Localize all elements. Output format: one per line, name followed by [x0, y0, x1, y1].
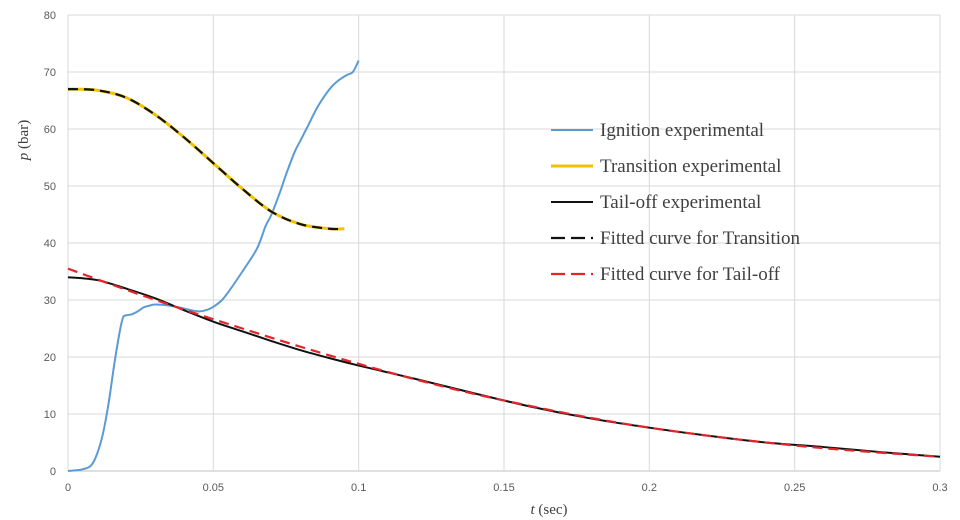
series-line-1 — [67, 60, 360, 472]
y-tick-label: 80 — [44, 10, 56, 22]
y-tick-label: 30 — [44, 295, 56, 307]
x-axis-variable: t — [530, 502, 535, 518]
legend-label-4: Fitted curve for Transition — [600, 228, 801, 249]
x-tick-label: 0 — [65, 482, 71, 494]
grid-lines — [67, 14, 941, 472]
legend-label-3: Tail-off experimental — [600, 192, 761, 213]
legend-label-1: Ignition experimental — [600, 120, 764, 141]
y-axis-label: p (bar) — [16, 120, 32, 161]
y-tick-label: 0 — [50, 466, 56, 478]
series-lines — [67, 60, 941, 472]
x-axis-label: t (sec) — [530, 502, 567, 518]
tick-labels: 0 10 20 30 40 50 60 70 80 0 0.05 0.1 0.15 0.2 0.25 0.3 — [44, 10, 948, 494]
y-tick-label: 20 — [44, 352, 56, 364]
y-tick-label: 50 — [44, 181, 56, 193]
y-axis-variable: p — [16, 152, 32, 161]
y-tick-label: 60 — [44, 124, 56, 136]
x-tick-label: 0.05 — [203, 482, 224, 494]
x-axis-unit: (sec) — [538, 502, 567, 518]
x-tick-label: 0.25 — [784, 482, 805, 494]
legend-label-5: Fitted curve for Tail-off — [600, 264, 781, 285]
y-tick-label: 40 — [44, 238, 56, 250]
x-tick-label: 0.2 — [642, 482, 657, 494]
x-tick-label: 0.3 — [932, 482, 947, 494]
y-tick-label: 10 — [44, 409, 56, 421]
x-tick-label: 0.1 — [351, 482, 366, 494]
series-line-4 — [67, 88, 345, 231]
y-axis-unit: (bar) — [16, 120, 32, 149]
legend: Ignition experimental Transition experime… — [551, 120, 801, 285]
x-tick-label: 0.15 — [493, 482, 514, 494]
legend-label-2: Transition experimental — [600, 156, 781, 177]
series-line-5 — [67, 267, 941, 458]
series-line-2 — [67, 87, 345, 231]
y-tick-label: 70 — [44, 67, 56, 79]
